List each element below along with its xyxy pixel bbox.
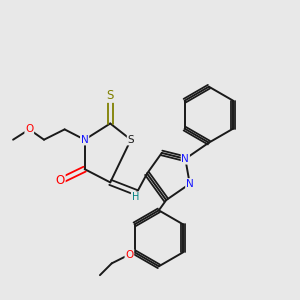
Text: N: N [186,179,194,189]
Text: O: O [125,250,134,260]
Text: N: N [81,135,88,145]
Text: N: N [182,154,189,164]
Text: S: S [106,89,114,102]
Text: O: O [56,174,65,188]
Text: H: H [132,192,139,202]
Text: O: O [25,124,33,134]
Text: S: S [128,135,134,145]
